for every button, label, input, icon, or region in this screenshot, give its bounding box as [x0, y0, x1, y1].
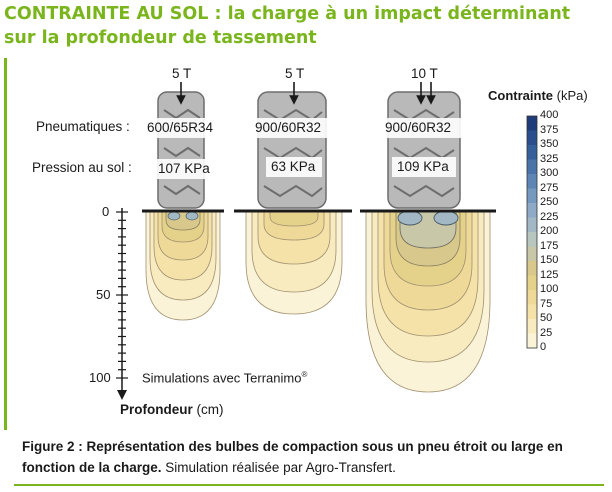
legend-tick-label: 0	[540, 341, 547, 353]
legend-title: Contrainte (kPa)	[488, 88, 588, 103]
tyre-3	[387, 82, 461, 209]
compaction-bulb-3	[365, 210, 491, 393]
legend-swatch	[527, 232, 537, 247]
tyre-size-1: 600/65R34	[147, 120, 214, 135]
legend-frame	[526, 115, 538, 349]
legend-swatch	[527, 217, 537, 232]
tyre-size-2: 900/60R32	[255, 120, 322, 135]
pressure-1: 107 KPa	[158, 161, 210, 176]
depth-axis	[116, 208, 128, 400]
depth-axis-title: Profondeur (cm)	[120, 402, 224, 417]
figure-caption: Figure 2 : Représentation des bulbes de …	[22, 436, 602, 478]
legend-tick-label: 25	[540, 326, 553, 339]
legend-swatch	[527, 188, 537, 203]
pressure-2: 63 KPa	[271, 159, 316, 174]
legend-swatch	[527, 304, 537, 319]
pressure-3: 109 KPa	[397, 159, 449, 174]
simulation-note: Simulations avec Terranimo®	[142, 370, 307, 385]
legend-tick-label: 50	[540, 312, 553, 324]
left-accent-bar	[4, 58, 7, 430]
figure-title: CONTRAINTE AU SOL : la charge à un impac…	[4, 2, 608, 50]
legend-swatch	[527, 174, 537, 189]
legend-tick-label: 125	[540, 268, 559, 281]
legend-tick-label: 75	[540, 297, 553, 310]
compaction-bulb-2	[245, 211, 343, 315]
legend-tick-label: 150	[540, 254, 559, 266]
legend-swatch	[527, 130, 537, 145]
depth-axis-unit: (cm)	[196, 402, 224, 417]
bottom-rule	[14, 484, 604, 486]
title-line-2: sur la profondeur de tassement	[4, 28, 317, 48]
legend-title-text: Contrainte	[488, 88, 553, 103]
legend-tick-label: 100	[540, 283, 559, 295]
legend-tick-label: 200	[540, 225, 559, 237]
load-label-1: 5 T	[172, 66, 192, 81]
simulation-note-text: Simulations avec Terranimo	[142, 370, 302, 386]
legend-tick-label: 275	[540, 181, 559, 194]
legend-swatch	[527, 290, 537, 305]
tyre-size-3: 900/60R32	[385, 120, 452, 135]
legend-swatch	[527, 116, 537, 131]
legend-swatch	[527, 246, 537, 261]
legend-tick-label: 250	[540, 196, 559, 208]
legend-tick-label: 225	[540, 210, 559, 223]
caption-normal: Simulation réalisée par Agro-Transfert.	[161, 460, 396, 475]
legend-tick-label: 400	[540, 109, 559, 121]
registered-mark: ®	[301, 370, 308, 379]
compaction-bulb-1	[145, 211, 221, 321]
title-line-1: CONTRAINTE AU SOL : la charge à un impac…	[4, 4, 571, 24]
legend-swatch	[527, 333, 537, 348]
legend-swatch	[527, 319, 537, 334]
legend-swatch	[527, 159, 537, 174]
depth-axis-label: Profondeur	[120, 402, 193, 417]
depth-tick-100: 100	[89, 370, 111, 385]
depth-tick-0: 0	[102, 204, 110, 219]
depth-tick-50: 50	[96, 287, 111, 302]
load-label-2: 5 T	[285, 66, 305, 81]
legend-swatch	[527, 261, 537, 276]
legend-tick-label: 350	[540, 138, 559, 150]
legend-tick-label: 375	[540, 123, 559, 136]
legend-swatch	[527, 145, 537, 160]
legend-swatch	[527, 275, 537, 290]
tyre-2	[257, 82, 327, 209]
legend-unit: (kPa)	[556, 88, 588, 103]
row-label-tyres: Pneumatiques :	[36, 119, 130, 134]
tyre-1	[157, 82, 205, 209]
row-label-pressure: Pression au sol :	[32, 160, 132, 175]
load-label-3: 10 T	[411, 66, 438, 81]
legend-tick-label: 325	[540, 152, 559, 165]
stress-legend	[526, 115, 538, 349]
caption-bold: Figure 2 : Représentation des bulbes de …	[22, 439, 563, 475]
legend-tick-label: 300	[540, 167, 559, 179]
legend-tick-label: 175	[540, 239, 559, 252]
legend-swatch	[527, 203, 537, 218]
